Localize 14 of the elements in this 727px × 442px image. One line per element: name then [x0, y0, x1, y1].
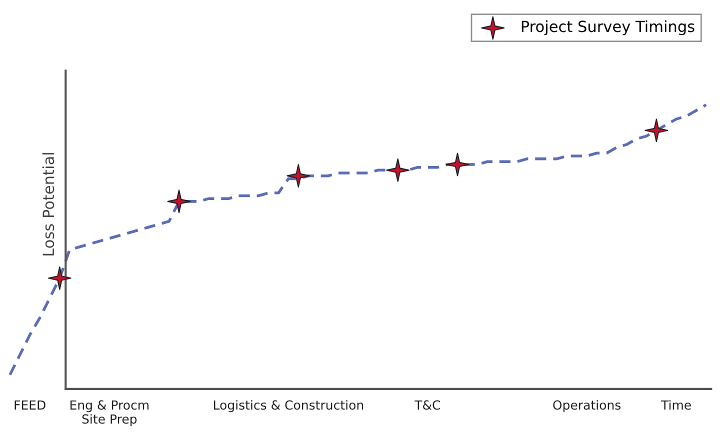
point [167, 190, 191, 214]
x-tick-label: Eng & Procm Site Prep [70, 400, 149, 426]
y-axis-title: Loss Potential [42, 153, 54, 256]
legend-label: Project Survey Timings [522, 20, 694, 36]
x-tick-label: T&C [414, 400, 440, 410]
x-tick-label: Time [660, 400, 691, 410]
point [48, 266, 72, 290]
point [446, 152, 470, 176]
x-tick-label: Logistics & Construction [214, 400, 364, 412]
x-tick-label: FEED [14, 400, 46, 410]
point [386, 158, 410, 182]
x-tick-label: Operations [553, 400, 621, 412]
point [286, 164, 310, 188]
point [644, 118, 668, 142]
